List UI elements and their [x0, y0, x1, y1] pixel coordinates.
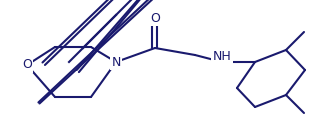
Text: N: N: [111, 56, 121, 69]
Text: NH: NH: [213, 50, 232, 64]
Text: O: O: [150, 12, 160, 24]
Text: O: O: [22, 59, 32, 72]
